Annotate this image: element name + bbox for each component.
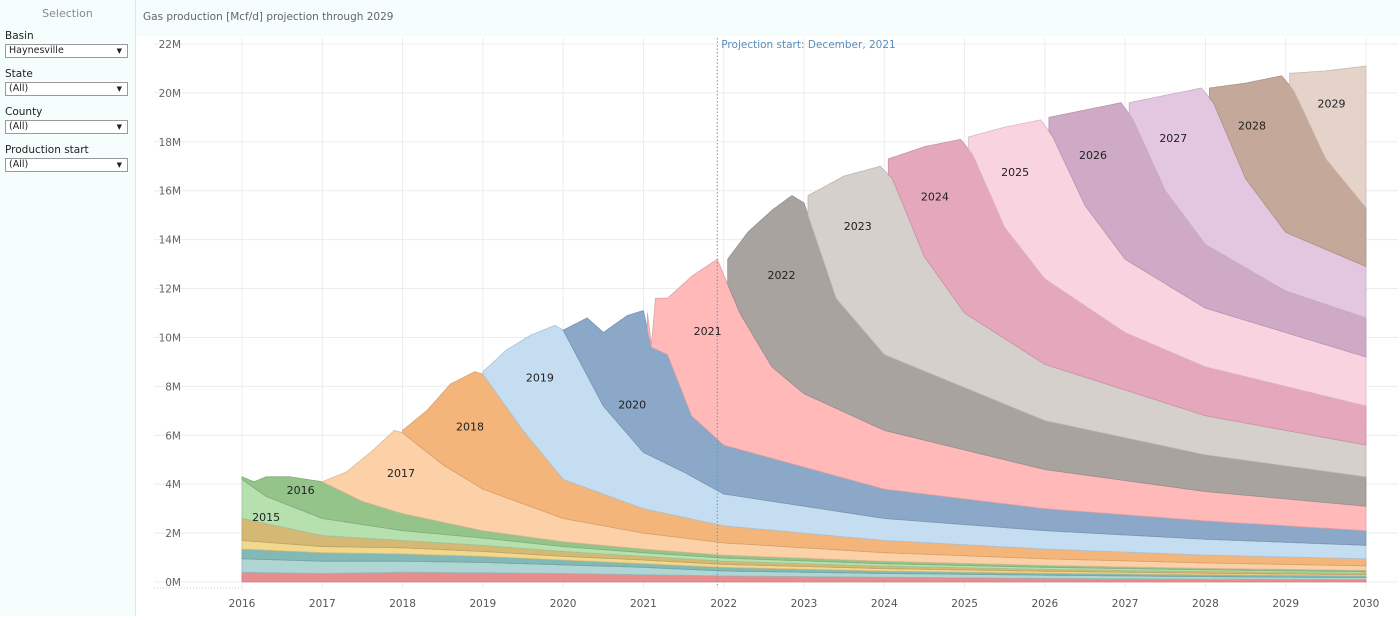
y-tick-label: 22M — [159, 39, 181, 51]
series-label: 2015 — [252, 511, 280, 524]
filter-dropdown[interactable]: Haynesville ▼ — [5, 44, 128, 58]
y-tick-label: 16M — [159, 186, 181, 198]
x-tick-label: 2016 — [229, 598, 256, 610]
x-tick-label: 2026 — [1031, 598, 1058, 610]
filter-label: County — [5, 106, 43, 118]
series-label: 2022 — [768, 269, 796, 282]
stacked-area-chart: 0M 2M 4M 6M 8M 10M 12M 14M 16M 18M 20M 22M 2016 2017 2… — [154, 38, 1398, 612]
x-tick-label: 2023 — [791, 598, 818, 610]
x-tick-label: 2028 — [1192, 598, 1219, 610]
x-tick-label: 2019 — [469, 598, 496, 610]
chevron-down-icon: ▼ — [116, 47, 122, 55]
y-tick-label: 8M — [165, 381, 181, 393]
series-label: 2019 — [526, 371, 554, 384]
y-tick-label: 18M — [159, 137, 181, 149]
filter-panel: Selection Basin Haynesville ▼ State (All) ▼ Co… — [0, 0, 136, 616]
x-tick-label: 2029 — [1272, 598, 1299, 610]
filter-production-start: Production start (All) ▼ — [5, 144, 135, 172]
y-tick-label: 6M — [165, 430, 181, 442]
x-tick-label: 2027 — [1112, 598, 1139, 610]
series-label: 2017 — [387, 467, 415, 480]
area-v2028 — [1209, 75, 1367, 267]
filter-value: (All) — [9, 83, 29, 94]
filter-value: (All) — [9, 121, 29, 132]
filter-basin: Basin Haynesville ▼ — [5, 30, 135, 58]
filter-value: (All) — [9, 159, 29, 170]
filter-panel-title: Selection — [42, 7, 93, 20]
filter-label: Production start — [5, 144, 89, 156]
x-tick-label: 2017 — [309, 598, 336, 610]
filter-label: State — [5, 68, 33, 80]
x-tick-label: 2030 — [1353, 598, 1380, 610]
series-label: 2018 — [456, 420, 484, 433]
chevron-down-icon: ▼ — [116, 123, 122, 131]
series-label: 2028 — [1238, 120, 1266, 133]
series-label: 2023 — [844, 220, 872, 233]
filter-dropdown[interactable]: (All) ▼ — [5, 82, 128, 96]
series-label: 2020 — [618, 398, 646, 411]
filter-state: State (All) ▼ — [5, 68, 135, 96]
chevron-down-icon: ▼ — [116, 161, 122, 169]
x-tick-label: 2024 — [871, 598, 898, 610]
x-tick-label: 2022 — [710, 598, 737, 610]
y-tick-label: 0M — [165, 577, 181, 589]
filter-value: Haynesville — [9, 45, 64, 56]
y-tick-label: 4M — [165, 479, 181, 491]
filter-dropdown[interactable]: (All) ▼ — [5, 158, 128, 172]
x-tick-label: 2025 — [951, 598, 978, 610]
series-label: 2029 — [1317, 98, 1345, 111]
series-label: 2016 — [287, 484, 315, 497]
series-label: 2024 — [921, 191, 949, 204]
filter-county: County (All) ▼ — [5, 106, 135, 134]
x-tick-label: 2018 — [389, 598, 416, 610]
series-label: 2027 — [1159, 132, 1187, 145]
chart-header: Gas production [Mcf/d] projection throug… — [136, 0, 1400, 36]
series-label: 2021 — [694, 325, 722, 338]
y-tick-label: 10M — [159, 332, 181, 344]
series-label: 2025 — [1001, 166, 1029, 179]
area-v2029 — [1289, 65, 1367, 209]
y-tick-label: 20M — [159, 88, 181, 100]
y-tick-label: 12M — [159, 284, 181, 296]
series-label: 2026 — [1079, 149, 1107, 162]
y-tick-label: 2M — [165, 528, 181, 540]
projection-start-label: Projection start: December, 2021 — [721, 39, 895, 51]
x-tick-label: 2021 — [630, 598, 657, 610]
y-tick-label: 14M — [159, 235, 181, 247]
filter-dropdown[interactable]: (All) ▼ — [5, 120, 128, 134]
chart-area: 0M 2M 4M 6M 8M 10M 12M 14M 16M 18M 20M 22M 2016 2017 2… — [136, 36, 1400, 616]
chevron-down-icon: ▼ — [116, 85, 122, 93]
x-tick-label: 2020 — [550, 598, 577, 610]
filter-label: Basin — [5, 30, 34, 42]
chart-title: Gas production [Mcf/d] projection throug… — [143, 11, 394, 23]
